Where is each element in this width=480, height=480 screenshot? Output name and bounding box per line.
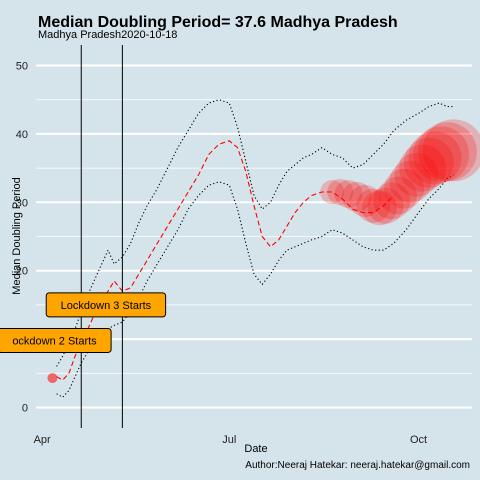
y-tick-label: 50	[16, 61, 28, 73]
bubble-point	[320, 180, 345, 205]
upper-line	[56, 99, 454, 367]
bubble-point	[399, 144, 447, 192]
x-tick-label: Jul	[222, 434, 236, 446]
bubble-point	[394, 152, 439, 197]
bubble-point	[403, 137, 454, 188]
bubble-point	[378, 176, 417, 215]
median-line-layer	[56, 140, 395, 381]
bubble-point	[356, 188, 391, 223]
y-tick-label: 20	[16, 266, 28, 278]
y-tick-label: 40	[16, 129, 28, 141]
bubble-point	[408, 131, 462, 185]
bubble-point	[341, 181, 372, 212]
x-tick-label: Oct	[410, 434, 427, 446]
lockdown-lines	[80, 45, 123, 428]
bubble-point	[361, 190, 397, 226]
bubble-point	[327, 179, 354, 206]
bubble-point	[384, 168, 425, 209]
lockdown-annotations: Lockdown 3 Starts ockdown 2 Starts	[0, 292, 167, 353]
bubble-point	[389, 160, 432, 203]
y-tick-label: 0	[22, 402, 28, 414]
gridlines	[36, 64, 472, 409]
median-line	[56, 140, 395, 381]
author-caption: Author:Neeraj Hatekar: neeraj.hatekar@gm…	[245, 460, 470, 471]
bubble-point	[349, 184, 382, 217]
bubble-point	[422, 119, 480, 182]
x-axis-label: Date	[244, 443, 267, 455]
y-axis-label: Median Doubling Period	[11, 177, 23, 294]
lockdown-label: ockdown 2 Starts	[12, 335, 97, 347]
chart-subtitle: Madhya Pradesh2020-10-18	[38, 29, 177, 41]
bubble-point	[367, 187, 404, 224]
bubble-point	[417, 122, 477, 182]
x-tick-label: Apr	[34, 434, 51, 446]
bubble-point	[334, 180, 363, 209]
bubble-layer	[47, 119, 480, 384]
chart-title: Median Doubling Period= 37.6 Madhya Prad…	[38, 14, 398, 31]
lockdown-label-box	[45, 292, 167, 318]
lockdown-label: Lockdown 3 Starts	[61, 300, 152, 312]
x-axis-ticks: Apr Jul Oct	[34, 434, 427, 446]
y-tick-label: 30	[16, 197, 28, 209]
bubble-point	[373, 182, 411, 220]
lockdown-label-box	[0, 327, 112, 353]
bubble-point	[47, 373, 58, 384]
bubble-point	[413, 126, 470, 183]
